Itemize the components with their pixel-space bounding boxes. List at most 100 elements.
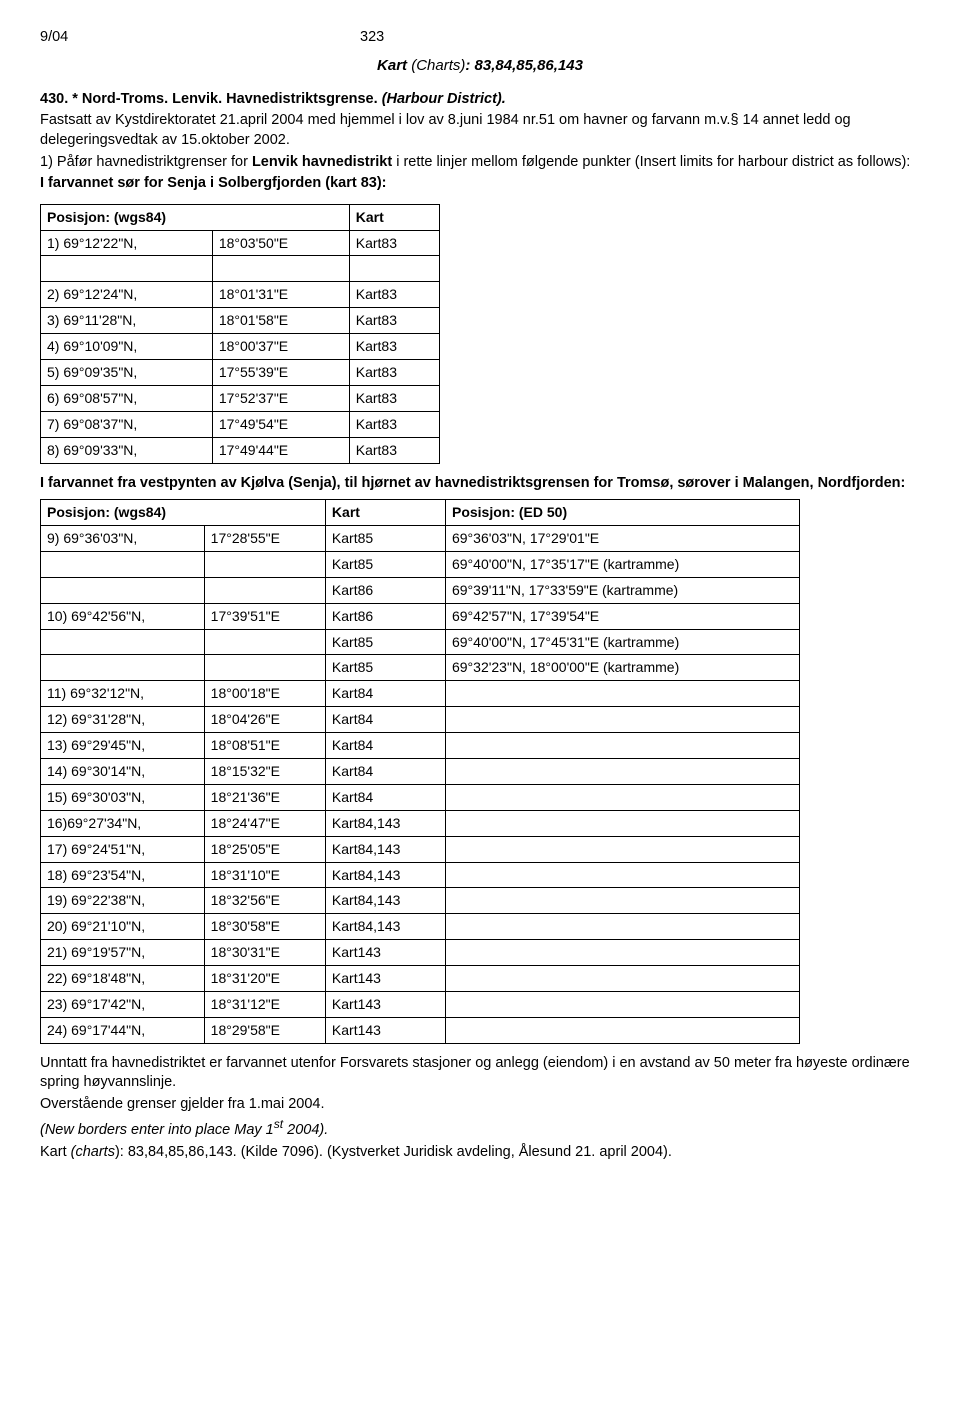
intro4a: I farvannet sør for Senja i Solbergfjord… [40, 175, 325, 191]
intro3b: Lenvik havnedistrikt [252, 154, 392, 170]
table-row: Posisjon: (wgs84) Kart Posisjon: (ED 50) [41, 500, 800, 526]
table-cell: Kart85 [325, 655, 445, 681]
table-cell [41, 655, 205, 681]
table-row: 12) 69°31'28"N,18°04'26"EKart84 [41, 707, 800, 733]
table-cell: 19) 69°22'38"N, [41, 888, 205, 914]
table-cell [204, 655, 325, 681]
table-cell: 18°00'37"E [212, 334, 349, 360]
t2-h1: Posisjon: (wgs84) [41, 500, 326, 526]
table-cell [41, 577, 205, 603]
table-cell: 4) 69°10'09"N, [41, 334, 213, 360]
table-cell [41, 256, 213, 282]
intro4b: (kart 83): [325, 175, 386, 191]
table-cell: Kart143 [325, 992, 445, 1018]
foot-l4b: (charts [71, 1144, 115, 1160]
table-cell: 69°39'11"N, 17°33'59"E (kartramme) [445, 577, 799, 603]
table-cell: Kart84 [325, 759, 445, 785]
table-row: 22) 69°18'48"N,18°31'20"EKart143 [41, 966, 800, 992]
table-cell [445, 914, 799, 940]
title-rest: : 83,84,85,86,143 [465, 57, 583, 74]
table-row: 9) 69°36'03"N,17°28'55"EKart8569°36'03"N… [41, 525, 800, 551]
table-cell: 1) 69°12'22"N, [41, 230, 213, 256]
table-cell: Kart83 [349, 411, 439, 437]
table-row: 8) 69°09'33"N,17°49'44"EKart83 [41, 437, 440, 463]
table-cell [445, 707, 799, 733]
table-cell: 18°32'56"E [204, 888, 325, 914]
table-cell: 11) 69°32'12"N, [41, 681, 205, 707]
table-cell: 18) 69°23'54"N, [41, 862, 205, 888]
table-cell: 69°42'57"N, 17°39'54"E [445, 603, 799, 629]
table-cell [41, 551, 205, 577]
intro-line-3: 1) Påfør havnedistriktgrenser for Lenvik… [40, 153, 920, 173]
table-cell: 12) 69°31'28"N, [41, 707, 205, 733]
table-cell [445, 992, 799, 1018]
table-cell: 17) 69°24'51"N, [41, 836, 205, 862]
table-row: 14) 69°30'14"N,18°15'32"EKart84 [41, 759, 800, 785]
table-cell: Kart85 [325, 629, 445, 655]
table-row: 19) 69°22'38"N,18°32'56"EKart84,143 [41, 888, 800, 914]
table-cell: 18°01'31"E [212, 282, 349, 308]
table-row: 20) 69°21'10"N,18°30'58"EKart84,143 [41, 914, 800, 940]
table-cell [445, 733, 799, 759]
table-row: 3) 69°11'28"N,18°01'58"EKart83 [41, 308, 440, 334]
table-cell: Kart143 [325, 940, 445, 966]
table-cell: Kart83 [349, 230, 439, 256]
table-cell [445, 966, 799, 992]
table-row: 7) 69°08'37"N,17°49'54"EKart83 [41, 411, 440, 437]
intro-harbour: (Harbour District). [382, 91, 506, 107]
table-row: 23) 69°17'42"N,18°31'12"EKart143 [41, 992, 800, 1018]
table-cell [445, 1017, 799, 1043]
table-cell: 18°24'47"E [204, 810, 325, 836]
table-cell: Kart85 [325, 525, 445, 551]
table-cell: Kart143 [325, 1017, 445, 1043]
table-cell: 17°55'39"E [212, 359, 349, 385]
table-row: 6) 69°08'57"N,17°52'37"EKart83 [41, 385, 440, 411]
table-cell: Kart84,143 [325, 862, 445, 888]
table-cell: Kart86 [325, 577, 445, 603]
table-cell [41, 629, 205, 655]
table-row: Posisjon: (wgs84) Kart [41, 204, 440, 230]
table-cell: 18°03'50"E [212, 230, 349, 256]
table-cell [204, 577, 325, 603]
table-row: Kart8569°40'00"N, 17°35'17"E (kartramme) [41, 551, 800, 577]
table-cell: 18°29'58"E [204, 1017, 325, 1043]
table-row: 21) 69°19'57"N,18°30'31"EKart143 [41, 940, 800, 966]
table-cell [445, 940, 799, 966]
table-cell: 16)69°27'34"N, [41, 810, 205, 836]
table-cell: Kart83 [349, 308, 439, 334]
footer-block: Unntatt fra havnedistriktet er farvannet… [40, 1054, 920, 1163]
foot-l3: (New borders enter into place May 1st 20… [40, 1116, 920, 1140]
table-row: 13) 69°29'45"N,18°08'51"EKart84 [41, 733, 800, 759]
table-row: 24) 69°17'44"N,18°29'58"EKart143 [41, 1017, 800, 1043]
foot-l2: Overstående grenser gjelder fra 1.mai 20… [40, 1095, 920, 1115]
table-row: 11) 69°32'12"N,18°00'18"EKart84 [41, 681, 800, 707]
t2-h3: Posisjon: (ED 50) [445, 500, 799, 526]
t2-h2: Kart [325, 500, 445, 526]
table-cell: Kart83 [349, 437, 439, 463]
table-cell: 24) 69°17'44"N, [41, 1017, 205, 1043]
intro3a: 1) Påfør havnedistriktgrenser for [40, 154, 252, 170]
table-cell [445, 810, 799, 836]
table-cell [445, 784, 799, 810]
table-cell: 21) 69°19'57"N, [41, 940, 205, 966]
title-label: Kart [377, 57, 411, 74]
table-cell: Kart84,143 [325, 888, 445, 914]
table-cell: 17°28'55"E [204, 525, 325, 551]
table-cell: Kart83 [349, 334, 439, 360]
header-left: 9/04 [40, 28, 360, 48]
table-cell: Kart84,143 [325, 836, 445, 862]
table-cell: 18°31'12"E [204, 992, 325, 1018]
table-cell: Kart83 [349, 282, 439, 308]
table-row: 1) 69°12'22"N,18°03'50"EKart83 [41, 230, 440, 256]
table-2: Posisjon: (wgs84) Kart Posisjon: (ED 50)… [40, 499, 800, 1044]
table-cell: 17°49'44"E [212, 437, 349, 463]
header-right: 323 [360, 28, 384, 48]
foot-l4: Kart (charts): 83,84,85,86,143. (Kilde 7… [40, 1143, 920, 1163]
foot-l3c: 2004). [283, 1122, 328, 1138]
table-cell: 18°00'18"E [204, 681, 325, 707]
table-cell [204, 629, 325, 655]
table-cell: 2) 69°12'24"N, [41, 282, 213, 308]
table-cell: 3) 69°11'28"N, [41, 308, 213, 334]
table-cell: Kart84,143 [325, 810, 445, 836]
table-cell: Kart84,143 [325, 914, 445, 940]
